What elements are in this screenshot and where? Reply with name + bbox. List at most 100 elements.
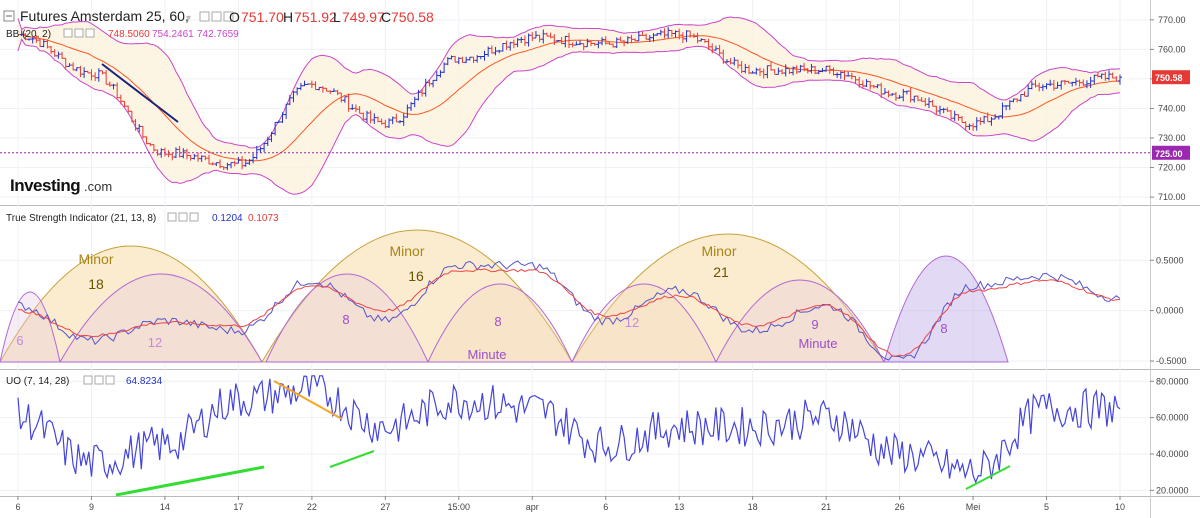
close-icon[interactable] xyxy=(189,212,199,222)
tsi-axis-label: 0.5000 xyxy=(1156,255,1184,265)
gear-icon[interactable] xyxy=(178,212,188,222)
cycle-count-label: 8 xyxy=(494,314,501,329)
cycle-count-label: 16 xyxy=(408,268,424,284)
uo-panel xyxy=(17,375,1121,497)
gear-icon[interactable] xyxy=(94,375,104,385)
minute-cycle-arc xyxy=(571,283,717,363)
cycle-arcs: Minor 18 6 12 Minor 16 8 8 Minute Minor 21 12 9 Minut… xyxy=(0,229,1009,363)
settings-icons[interactable] xyxy=(199,11,234,22)
ohlc-close-label: C xyxy=(381,9,391,25)
eye-icon[interactable] xyxy=(167,212,177,222)
price-axis-label: 720.00 xyxy=(1158,163,1186,173)
price-axis-label: 740.00 xyxy=(1158,103,1186,113)
tsi-signal-value: 0.1073 xyxy=(248,213,279,224)
time-axis-label: 6 xyxy=(603,502,608,512)
tsi-settings-icons[interactable] xyxy=(167,212,199,222)
tsi-axis-label: 0.0000 xyxy=(1156,306,1184,316)
price-axis-label: 710.00 xyxy=(1158,192,1186,202)
uo-line xyxy=(17,375,1121,484)
tsi-signal-line xyxy=(17,268,1121,357)
minor-cycle-label: Minor xyxy=(78,251,113,267)
price-trendline xyxy=(101,63,179,123)
tsi-axis-label: -0.5000 xyxy=(1156,356,1187,366)
dropdown-arrow-icon[interactable]: ▾ xyxy=(186,13,191,24)
cycle-count-label: 18 xyxy=(88,276,104,292)
time-axis-label: Mei xyxy=(966,502,981,512)
time-axis-label: 27 xyxy=(380,502,390,512)
cycle-count-label: 6 xyxy=(16,333,23,348)
tsi-value: 0.1204 xyxy=(212,213,243,224)
time-axis-label: 14 xyxy=(160,502,170,512)
tsi-label: True Strength Indicator (21, 13, 8) xyxy=(6,213,156,224)
time-axis-label: apr xyxy=(526,502,539,512)
minor-cycle-arc xyxy=(261,229,573,363)
cycle-count-label: 8 xyxy=(940,321,947,336)
time-axis-label: 5 xyxy=(1044,502,1049,512)
eye-icon[interactable] xyxy=(63,28,73,38)
level-price-label: 725.00 xyxy=(1155,149,1183,159)
minute-cycle-arc xyxy=(59,273,263,363)
uo-support-trendline xyxy=(965,465,1011,490)
symbol-title: Futures Amsterdam 25, 60, xyxy=(20,8,189,24)
chart-header: Futures Amsterdam 25, 60, ▾ O 751.70 H 7… xyxy=(3,8,434,387)
time-axis-label: 18 xyxy=(748,502,758,512)
time-axis-label: 21 xyxy=(821,502,831,512)
uo-support-trendline xyxy=(115,465,265,497)
ohlc-open-label: O xyxy=(229,9,240,25)
bb-settings-icons[interactable] xyxy=(63,28,95,38)
bb-lower-value: 742.7659 xyxy=(197,29,239,40)
uo-value: 64.8234 xyxy=(126,376,163,387)
minor-cycle-label: Minor xyxy=(701,243,736,259)
minor-cycle-arc xyxy=(571,233,885,363)
uo-label: UO (7, 14, 28) xyxy=(6,376,69,387)
gear-icon[interactable] xyxy=(74,28,84,38)
minute-cycle-label: Minute xyxy=(798,336,837,351)
time-axis-label: 9 xyxy=(89,502,94,512)
time-axis-label: 13 xyxy=(674,502,684,512)
minute-cycle-arc xyxy=(265,273,429,363)
ohlc-low-value: 749.97 xyxy=(342,9,385,25)
minute-cycle-arc xyxy=(427,283,573,363)
time-axis-label: 17 xyxy=(233,502,243,512)
ohlc-high-value: 751.92 xyxy=(294,9,337,25)
uo-axis-label: 60.0000 xyxy=(1156,413,1189,423)
uo-settings-icons[interactable] xyxy=(83,375,115,385)
price-axis-label: 730.00 xyxy=(1158,133,1186,143)
investing-logo: Investing xyxy=(10,176,80,195)
time-axis-label: 26 xyxy=(895,502,905,512)
cycle-count-label: 12 xyxy=(148,335,162,350)
time-axis-label: 15:00 xyxy=(448,502,471,512)
bb-label: BB (20, 2) xyxy=(6,29,51,40)
investing-logo-suffix: .com xyxy=(84,179,112,194)
ohlc-close-value: 750.58 xyxy=(391,9,434,25)
cycle-count-label: 12 xyxy=(625,315,639,330)
price-axis-label: 760.00 xyxy=(1158,44,1186,54)
minute-cycle-arc xyxy=(883,255,1009,363)
close-icon[interactable] xyxy=(223,11,234,22)
level-price-badge xyxy=(1152,145,1190,160)
bb-basis-value: 748.5060 xyxy=(108,29,150,40)
close-icon[interactable] xyxy=(105,375,115,385)
ohlc-open-value: 751.70 xyxy=(241,9,284,25)
close-icon[interactable] xyxy=(85,28,95,38)
tsi-panel xyxy=(17,260,1121,361)
minute-cycle-arc xyxy=(0,291,61,363)
time-axis-label: 10 xyxy=(1115,502,1125,512)
axes: 770.00760.00750.00740.00730.00720.00710.… xyxy=(15,15,1190,512)
eye-icon[interactable] xyxy=(83,375,93,385)
last-price-badge xyxy=(1152,70,1190,85)
eye-icon[interactable] xyxy=(199,11,210,22)
ohlc-high-label: H xyxy=(283,9,293,25)
time-axis-label: 22 xyxy=(307,502,317,512)
uo-axis-label: 20.0000 xyxy=(1156,485,1189,495)
cycle-count-label: 9 xyxy=(811,317,818,332)
gear-icon[interactable] xyxy=(211,11,222,22)
uo-resistance-trendline xyxy=(273,380,343,420)
minute-cycle-label: Minute xyxy=(467,347,506,362)
last-price-label: 750.58 xyxy=(1155,73,1183,83)
cycle-count-label: 21 xyxy=(713,264,729,280)
uo-axis-label: 40.0000 xyxy=(1156,449,1189,459)
ohlc-low-label: L xyxy=(333,9,341,25)
time-axis-label: 6 xyxy=(15,502,20,512)
